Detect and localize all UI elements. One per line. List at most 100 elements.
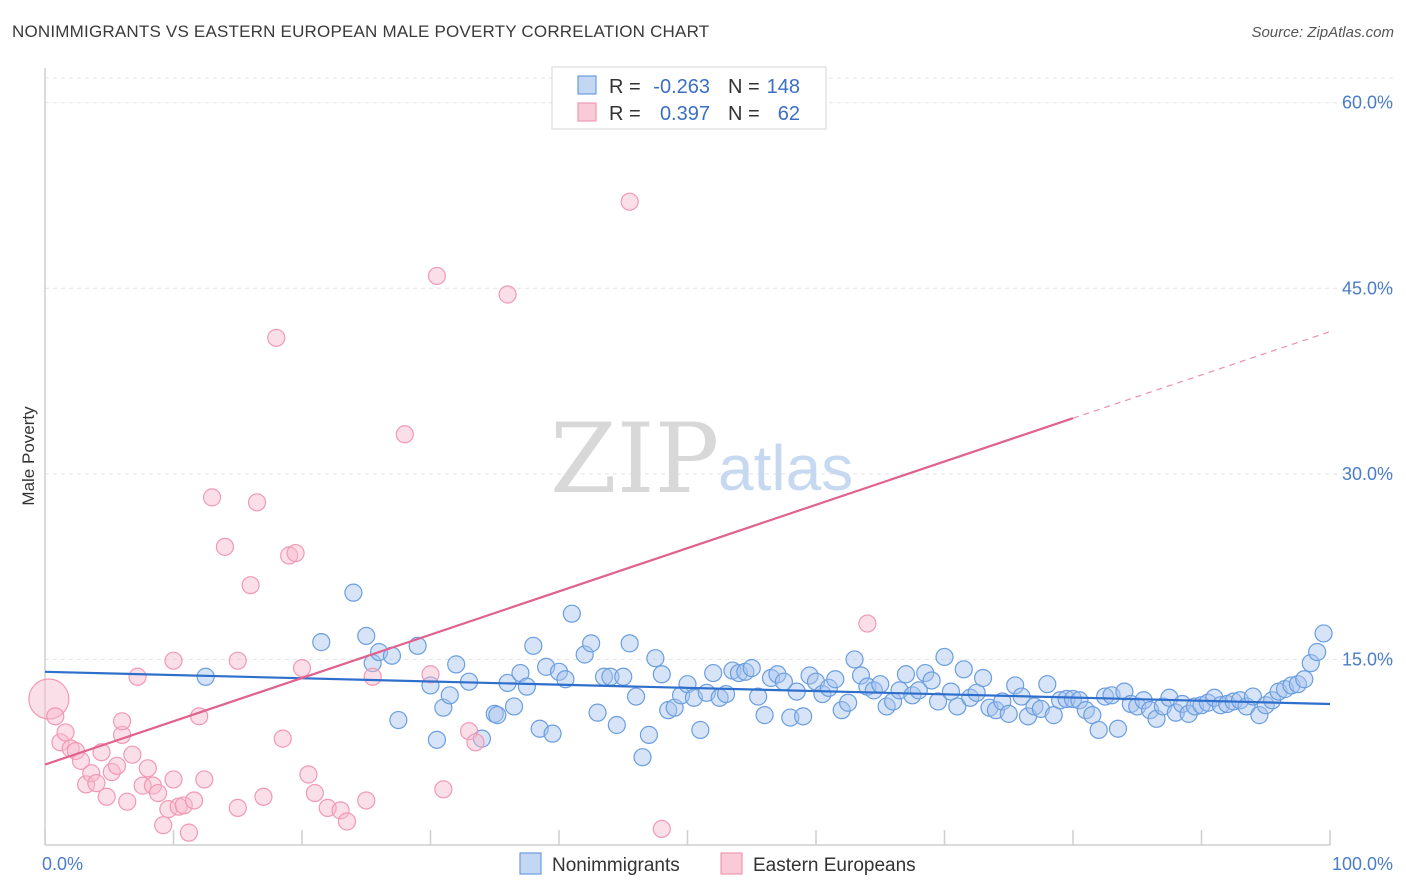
nonimmigrants-point	[1063, 689, 1083, 709]
y-axis-label: Male Poverty	[19, 406, 38, 506]
eastern-europeans-point	[652, 819, 671, 839]
eastern-europeans-point	[267, 328, 286, 347]
nonimmigrants-point	[1070, 691, 1089, 710]
nonimmigrants-point	[504, 697, 524, 716]
eastern-europeans-point	[179, 823, 199, 842]
source-credit: Source: ZipAtlas.com	[1251, 24, 1394, 41]
series-eastern-europeans-points	[28, 192, 877, 842]
watermark-atlas: atlas	[718, 432, 853, 504]
eastern-europeans-point	[107, 756, 127, 775]
eastern-europeans-point	[357, 791, 376, 810]
eastern-europeans-point	[286, 543, 305, 563]
legend-swatch-pink	[577, 102, 597, 122]
nonimmigrants-point	[948, 697, 967, 716]
eastern-europeans-point	[395, 425, 414, 444]
legend-r-label-1: R =	[609, 76, 641, 98]
nonimmigrants-point	[389, 710, 408, 730]
eastern-europeans-trend-extension	[1072, 331, 1331, 419]
eastern-europeans-point	[118, 792, 137, 811]
nonimmigrants-point	[524, 636, 543, 655]
nonimmigrants-point	[1038, 675, 1057, 694]
nonimmigrants-point	[704, 663, 723, 683]
nonimmigrants-point	[871, 675, 890, 694]
nonimmigrants-point	[1006, 676, 1025, 695]
y-tick-label: 45.0%	[1342, 278, 1393, 298]
nonimmigrants-point	[1179, 704, 1198, 723]
nonimmigrants-trend-line	[44, 670, 1331, 706]
legend-n-value-1: 148	[767, 76, 800, 98]
nonimmigrants-point	[935, 647, 954, 667]
x-tick-label: 0.0%	[42, 854, 83, 874]
eastern-europeans-point	[466, 733, 485, 752]
legend-n-label-2: N =	[728, 103, 760, 125]
legend-nonimmigrants-label: Nonimmigrants	[552, 855, 680, 876]
y-tick-label: 60.0%	[1342, 93, 1393, 113]
x-tick-marks	[44, 830, 1331, 845]
nonimmigrants-point	[1250, 706, 1269, 725]
nonimmigrants-point	[1314, 624, 1333, 643]
nonimmigrants-point	[1057, 689, 1076, 709]
series-nonimmigrants-points	[196, 583, 1333, 767]
nonimmigrants-point	[973, 668, 993, 688]
nonimmigrants-point	[588, 703, 607, 722]
eastern-europeans-point	[195, 770, 214, 789]
nonimmigrants-point	[639, 725, 659, 744]
nonimmigrants-point	[1096, 687, 1115, 706]
chart-title: NONIMMIGRANTS VS EASTERN EUROPEAN MALE P…	[12, 22, 710, 41]
eastern-europeans-point	[292, 658, 312, 678]
nonimmigrants-point	[607, 715, 626, 735]
nonimmigrants-point	[575, 645, 594, 664]
eastern-europeans-point	[112, 712, 132, 731]
nonimmigrants-point	[312, 633, 331, 652]
x-tick-labels: 0.0% 100.0%	[42, 854, 1393, 874]
nonimmigrants-point	[1243, 687, 1263, 706]
nonimmigrants-point	[794, 707, 813, 726]
gridlines	[45, 77, 1395, 660]
nonimmigrants-point	[781, 708, 800, 727]
nonimmigrants-point	[691, 720, 710, 740]
legend-eastern-europeans-label: Eastern Europeans	[753, 855, 916, 876]
eastern-europeans-point	[459, 722, 479, 741]
nonimmigrants-point	[652, 665, 671, 684]
nonimmigrants-point	[1301, 654, 1320, 673]
eastern-europeans-point	[305, 783, 324, 803]
nonimmigrants-point	[633, 748, 652, 767]
nonimmigrants-point	[832, 701, 851, 720]
legend-r-value-2: 0.397	[660, 103, 710, 125]
y-tick-label: 30.0%	[1342, 464, 1393, 484]
eastern-europeans-point	[46, 707, 65, 726]
nonimmigrants-point	[357, 626, 376, 646]
nonimmigrants-point	[620, 634, 639, 653]
eastern-europeans-point	[174, 796, 193, 815]
nonimmigrants-point	[344, 583, 363, 602]
nonimmigrants-point	[562, 604, 581, 623]
nonimmigrants-point	[488, 706, 507, 725]
nonimmigrants-point	[845, 650, 864, 669]
eastern-europeans-point	[273, 729, 292, 748]
eastern-europeans-point	[434, 780, 453, 799]
correlation-legend: R = -0.263 N = 148 R = 0.397 N = 62	[551, 66, 827, 130]
nonimmigrants-point	[954, 660, 973, 679]
nonimmigrants-point	[440, 686, 459, 705]
nonimmigrants-point	[851, 666, 871, 685]
eastern-europeans-point	[228, 651, 247, 670]
eastern-europeans-point	[241, 576, 260, 595]
nonimmigrants-point	[749, 687, 768, 706]
eastern-europeans-point	[331, 801, 350, 820]
eastern-europeans-point	[154, 816, 173, 835]
eastern-europeans-point	[858, 614, 877, 633]
trend-lines	[44, 331, 1331, 766]
nonimmigrants-point	[646, 649, 665, 668]
nonimmigrants-point	[928, 692, 948, 711]
legend-swatch-blue	[577, 75, 597, 95]
eastern-europeans-point	[56, 723, 75, 742]
eastern-europeans-point	[337, 812, 357, 831]
nonimmigrants-point	[556, 670, 575, 689]
eastern-europeans-point	[247, 493, 267, 512]
eastern-europeans-point	[133, 776, 152, 795]
nonimmigrants-point	[768, 665, 787, 684]
nonimmigrants-point	[839, 693, 858, 712]
nonimmigrants-point	[543, 724, 562, 743]
nonimmigrants-point	[1108, 719, 1128, 738]
eastern-europeans-point	[123, 745, 142, 764]
